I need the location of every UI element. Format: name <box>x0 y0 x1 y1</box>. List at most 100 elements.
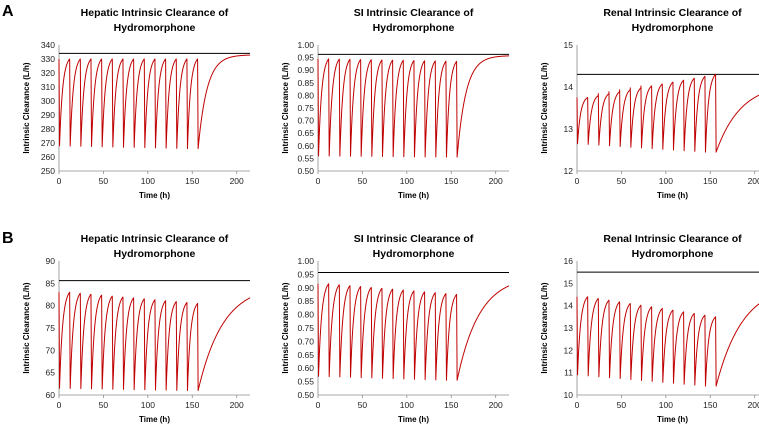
chart-b-renal: Renal Intrinsic Clearance of Hydromorphon… <box>540 233 759 424</box>
panel-label-b: B <box>2 230 14 247</box>
chart-b-hepatic-y-tick-label: 90 <box>46 256 56 266</box>
chart-b-renal-y-tick-label: 10 <box>564 390 574 400</box>
chart-b-renal-x-tick-label: 0 <box>575 400 580 410</box>
chart-b-si: SI Intrinsic Clearance of Hydromorphone 0.… <box>281 233 510 424</box>
chart-b-hepatic-x-tick-label: 50 <box>99 400 109 410</box>
chart-b-hepatic-y-tick-label: 65 <box>46 368 56 378</box>
chart-b-hepatic-x-axis-label: Time (h) <box>139 415 170 424</box>
chart-a-renal-x-axis-label: Time (h) <box>657 191 688 200</box>
chart-b-hepatic-y-tick-label: 85 <box>46 278 56 288</box>
chart-a-renal-y-tick-label: 13 <box>564 124 574 134</box>
chart-a-renal-x-tick-label: 50 <box>617 176 627 186</box>
chart-b-hepatic-series-line <box>58 291 251 392</box>
chart-b-hepatic-y-tick-label: 70 <box>46 345 56 355</box>
chart-a-renal-y-tick-label: 15 <box>564 40 574 50</box>
chart-a-si-y-tick-label: 0.50 <box>297 166 314 176</box>
chart-a-si-y-tick-label: 0.80 <box>297 90 314 100</box>
chart-b-renal-y-tick-label: 11 <box>564 368 573 378</box>
chart-a-hepatic-x-tick-label: 50 <box>99 176 109 186</box>
chart-b-renal-y-tick-label: 12 <box>564 345 574 355</box>
chart-a-si-y-tick-label: 0.85 <box>297 78 314 88</box>
chart-a-renal-x-tick-label: 0 <box>575 176 580 186</box>
chart-b-renal-title-line-2: Hydromorphone <box>632 248 714 260</box>
chart-a-si-y-axis-label: Intrinsic Clearance (L/h) <box>281 62 290 153</box>
chart-a-hepatic-y-tick-label: 300 <box>41 96 55 106</box>
chart-a-renal-y-tick-label: 12 <box>564 166 574 176</box>
chart-b-renal-series-line <box>576 296 759 387</box>
chart-b-hepatic-y-axis-label: Intrinsic Clearance (L/h) <box>22 282 31 373</box>
chart-b-hepatic-x-tick-label: 150 <box>185 400 199 410</box>
chart-b-si-y-tick-label: 0.70 <box>297 336 314 346</box>
chart-b-renal-y-tick-label: 15 <box>564 278 574 288</box>
chart-a-si-title-line-1: SI Intrinsic Clearance of <box>354 7 474 19</box>
chart-b-hepatic-title-line-1: Hepatic Intrinsic Clearance of <box>81 233 229 245</box>
chart-b-si-series-line <box>317 283 510 381</box>
chart-a-hepatic-x-tick-label: 200 <box>230 176 244 186</box>
chart-b-renal-y-tick-label: 16 <box>564 256 574 266</box>
chart-b-si-x-tick-label: 200 <box>489 400 503 410</box>
chart-b-si-x-tick-label: 150 <box>444 400 458 410</box>
chart-a-renal: Renal Intrinsic Clearance of Hydromorphon… <box>540 7 759 200</box>
chart-a-renal-y-axis-label: Intrinsic Clearance (L/h) <box>540 62 549 153</box>
chart-b-hepatic-x-tick-label: 0 <box>57 400 62 410</box>
chart-b-renal-title-line-1: Renal Intrinsic Clearance of <box>603 233 742 245</box>
chart-a-hepatic-y-axis-label: Intrinsic Clearance (L/h) <box>22 62 31 153</box>
chart-b-si-x-axis-label: Time (h) <box>398 415 429 424</box>
chart-a-si-y-tick-label: 0.95 <box>297 53 314 63</box>
chart-a-hepatic-x-tick-label: 150 <box>185 176 199 186</box>
chart-b-si-y-axis-label: Intrinsic Clearance (L/h) <box>281 282 290 373</box>
chart-a-si-x-tick-label: 0 <box>316 176 321 186</box>
chart-b-si-x-tick-label: 0 <box>316 400 321 410</box>
chart-a-renal-x-tick-label: 200 <box>748 176 759 186</box>
chart-a-si-x-axis-label: Time (h) <box>398 191 429 200</box>
chart-b-si-x-tick-label: 50 <box>358 400 368 410</box>
chart-b-si-y-tick-label: 0.55 <box>297 377 314 387</box>
chart-b-si-y-tick-label: 0.50 <box>297 390 314 400</box>
chart-a-hepatic: Hepatic Intrinsic Clearance of Hydromorph… <box>22 7 251 200</box>
chart-a-renal-y-tick-label: 14 <box>564 82 574 92</box>
chart-a-renal-x-tick-label: 100 <box>659 176 673 186</box>
chart-a-renal-title-line-2: Hydromorphone <box>632 22 714 34</box>
chart-a-renal-series-line <box>576 73 759 153</box>
chart-b-renal-y-tick-label: 14 <box>564 301 574 311</box>
chart-b-hepatic-x-tick-label: 200 <box>230 400 244 410</box>
chart-a-hepatic-y-tick-label: 270 <box>41 138 55 148</box>
chart-a-hepatic-y-tick-label: 310 <box>41 82 55 92</box>
chart-a-hepatic-y-tick-label: 320 <box>41 68 55 78</box>
chart-b-renal-y-axis-label: Intrinsic Clearance (L/h) <box>540 282 549 373</box>
chart-a-si-y-tick-label: 0.65 <box>297 128 314 138</box>
chart-a-renal-x-tick-label: 150 <box>703 176 717 186</box>
chart-b-hepatic-x-tick-label: 100 <box>141 400 155 410</box>
chart-a-hepatic-y-tick-label: 280 <box>41 124 55 134</box>
chart-b-si-y-tick-label: 0.85 <box>297 296 314 306</box>
chart-b-si-title-line-2: Hydromorphone <box>373 248 455 260</box>
chart-b-hepatic-y-tick-label: 80 <box>46 301 56 311</box>
chart-b-renal-x-tick-label: 200 <box>748 400 759 410</box>
chart-a-si-x-tick-label: 150 <box>444 176 458 186</box>
chart-a-si: SI Intrinsic Clearance of Hydromorphone 0.… <box>281 7 510 200</box>
chart-b-hepatic: Hepatic Intrinsic Clearance of Hydromorph… <box>22 233 251 424</box>
chart-b-si-y-tick-label: 0.80 <box>297 310 314 320</box>
chart-a-hepatic-title-line-1: Hepatic Intrinsic Clearance of <box>81 7 229 19</box>
chart-a-renal-title-line-1: Renal Intrinsic Clearance of <box>603 7 742 19</box>
chart-a-si-y-tick-label: 0.55 <box>297 153 314 163</box>
chart-a-hepatic-title-line-2: Hydromorphone <box>114 22 196 34</box>
chart-a-si-x-tick-label: 100 <box>400 176 414 186</box>
charts-group: Hepatic Intrinsic Clearance of Hydromorph… <box>22 7 759 424</box>
chart-b-si-y-tick-label: 0.60 <box>297 363 314 373</box>
chart-a-hepatic-x-tick-label: 0 <box>57 176 62 186</box>
chart-a-hepatic-y-tick-label: 290 <box>41 110 55 120</box>
chart-b-renal-x-tick-label: 100 <box>659 400 673 410</box>
chart-b-renal-x-tick-label: 150 <box>703 400 717 410</box>
chart-a-si-x-tick-label: 50 <box>358 176 368 186</box>
chart-b-renal-y-tick-label: 13 <box>564 323 574 333</box>
chart-b-si-title-line-1: SI Intrinsic Clearance of <box>354 233 474 245</box>
chart-b-renal-x-tick-label: 50 <box>617 400 627 410</box>
chart-b-hepatic-y-tick-label: 75 <box>46 323 56 333</box>
chart-a-hepatic-y-tick-label: 260 <box>41 152 55 162</box>
chart-a-hepatic-y-tick-label: 250 <box>41 166 55 176</box>
chart-a-hepatic-y-tick-label: 330 <box>41 54 55 64</box>
chart-a-si-y-tick-label: 0.75 <box>297 103 314 113</box>
